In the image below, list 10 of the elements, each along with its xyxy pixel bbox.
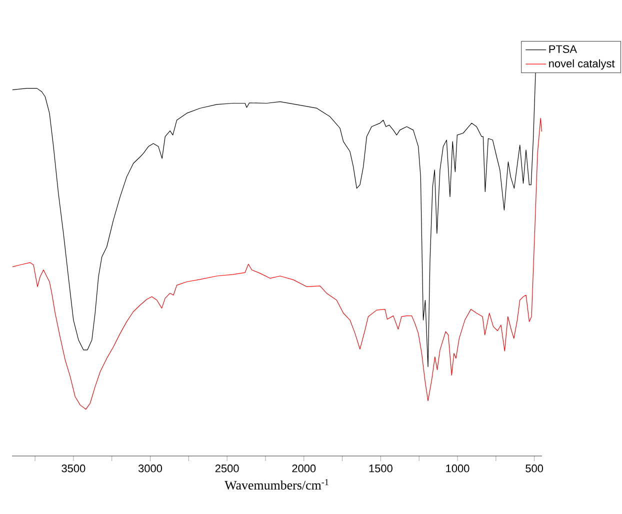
x-tick-label: 1500 — [369, 464, 392, 472]
x-tick-label: 3500 — [62, 464, 86, 472]
x-tick-label: 1000 — [446, 464, 470, 472]
x-tick-label: 2000 — [292, 464, 316, 472]
x-tick-label: 3000 — [138, 464, 162, 472]
x-tick-label: 500 — [526, 464, 544, 472]
legend-label: PTSA — [549, 45, 577, 53]
x-tick-label: 2500 — [215, 464, 239, 472]
x-axis-title: Wavemumbers/cm$^{-1}$ — [224, 479, 328, 490]
legend-label: novel catalyst — [549, 59, 615, 70]
